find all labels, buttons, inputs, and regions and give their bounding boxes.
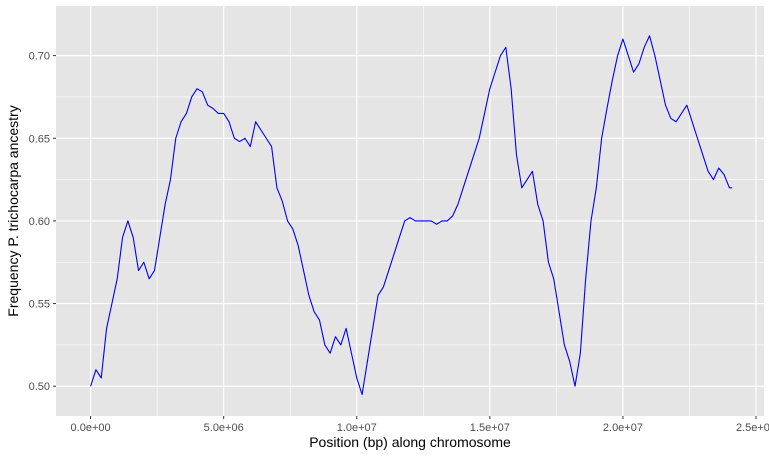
major-gridlines [56, 6, 764, 416]
y-tick-label: 0.70 [29, 51, 50, 63]
series-line [90, 35, 733, 396]
y-tick-label: 0.55 [29, 299, 50, 311]
y-tick-label: 0.65 [29, 133, 50, 145]
x-axis-title: Position (bp) along chromosome [309, 434, 511, 450]
x-tick-label: 5.0e+06 [204, 422, 244, 434]
x-tick-label: 2.5e+07 [736, 422, 769, 434]
x-axis-ticks: 0.0e+00 5.0e+06 1.0e+07 1.5e+07 2.0e+07 2.5e+… [71, 416, 769, 434]
panel-background [56, 6, 764, 416]
y-axis-ticks: 0.50 0.55 0.60 0.65 0.70 [29, 51, 56, 393]
minor-gridlines [56, 6, 764, 416]
y-tick-label: 0.50 [29, 381, 50, 393]
x-tick-label: 2.0e+07 [603, 422, 643, 434]
x-tick-label: 0.0e+00 [71, 422, 111, 434]
y-axis-title: Frequency P. trichocarpa ancestry [5, 105, 21, 316]
series-layer [90, 35, 733, 396]
x-tick-label: 1.0e+07 [337, 422, 377, 434]
x-tick-label: 1.5e+07 [470, 422, 510, 434]
y-tick-label: 0.60 [29, 216, 50, 228]
